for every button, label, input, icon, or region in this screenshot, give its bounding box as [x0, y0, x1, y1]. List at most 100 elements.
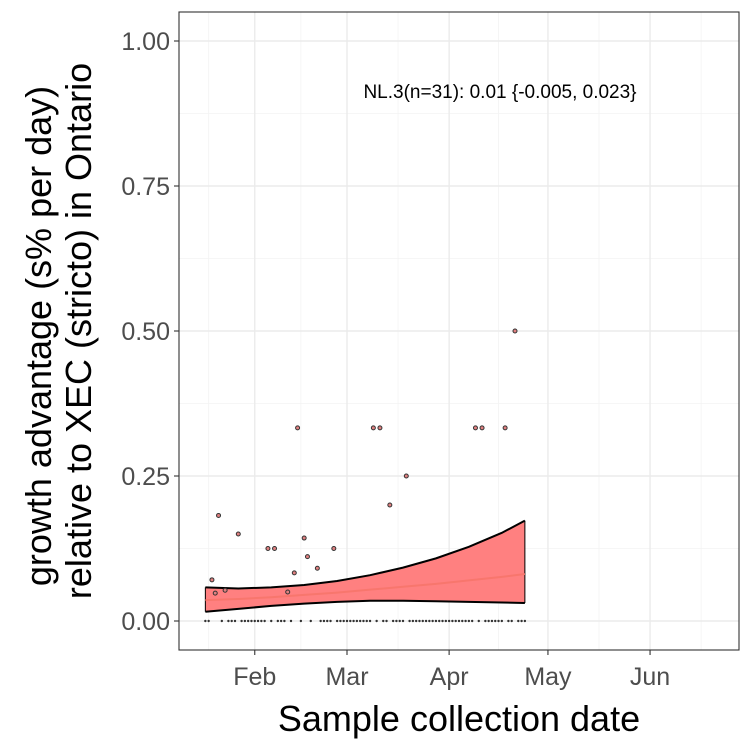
zero-data-point — [358, 619, 362, 623]
zero-data-point — [477, 619, 480, 623]
zero-data-point — [240, 619, 243, 623]
zero-data-point — [447, 619, 451, 623]
zero-data-point — [444, 619, 448, 623]
zero-data-point — [342, 619, 345, 623]
zero-data-point — [329, 619, 332, 623]
zero-data-point — [230, 619, 233, 623]
zero-data-point — [220, 619, 224, 623]
data-point — [472, 425, 478, 431]
data-point — [387, 502, 393, 508]
y-tick-label: 0.50 — [121, 318, 170, 346]
data-point — [370, 425, 376, 431]
zero-data-point — [352, 619, 355, 623]
zero-data-point — [362, 619, 365, 623]
x-axis-title: Sample collection date — [278, 698, 640, 739]
data-point — [216, 512, 222, 518]
y-tick-label: 0.75 — [121, 173, 170, 201]
zero-data-point — [243, 619, 247, 623]
zero-data-point — [517, 619, 520, 623]
zero-data-point — [283, 619, 286, 623]
zero-data-point — [204, 619, 207, 623]
confidence-ribbon — [205, 520, 525, 612]
zero-data-point — [227, 619, 230, 623]
zero-data-point — [421, 619, 424, 623]
y-axis-title: growth advantage (s% per day) relative t… — [18, 63, 99, 599]
data-point — [304, 554, 310, 560]
data-point — [479, 425, 485, 431]
data-point — [314, 565, 320, 571]
y-tick-label: 0.25 — [121, 463, 170, 491]
zero-data-point — [349, 619, 352, 623]
zero-data-point — [250, 619, 253, 623]
zero-data-point — [375, 619, 378, 623]
zero-data-point — [382, 619, 385, 623]
x-tick-label: May — [524, 663, 572, 691]
zero-data-point — [263, 619, 266, 623]
zero-data-point — [414, 619, 418, 623]
zero-data-point — [391, 619, 395, 623]
zero-data-point — [461, 619, 464, 623]
zero-data-point — [523, 619, 527, 623]
y-axis-title-line-2: relative to XEC (stricto) in Ontario — [58, 63, 99, 599]
zero-data-point — [487, 619, 490, 623]
zero-data-point — [490, 619, 494, 623]
zero-data-point — [467, 619, 471, 623]
zero-data-point — [431, 619, 434, 623]
zero-data-point — [322, 619, 326, 623]
annotation-text: NL.3(n=31): 0.01 {-0.005, 0.023} — [363, 82, 636, 103]
zero-data-point — [398, 619, 401, 623]
data-point — [377, 425, 383, 431]
x-tick-label: Feb — [233, 663, 276, 691]
data-point — [301, 535, 307, 541]
grid-major — [179, 12, 739, 650]
zero-data-point — [441, 619, 444, 623]
zero-data-point — [260, 619, 263, 623]
zero-data-point — [326, 619, 329, 623]
zero-data-point — [494, 619, 497, 623]
zero-data-point — [428, 619, 431, 623]
ribbon-lower-bound — [205, 599, 525, 613]
x-axis-ticks: Feb Mar Apr May Jun — [233, 650, 670, 691]
x-tick-label: Jun — [630, 663, 670, 691]
fit-line-layer — [205, 573, 526, 602]
data-point — [502, 425, 508, 431]
data-point — [209, 577, 215, 583]
data-point — [403, 473, 409, 479]
data-point — [295, 425, 301, 431]
data-point — [291, 570, 297, 576]
data-point — [222, 587, 228, 593]
zero-data-point — [497, 619, 500, 623]
data-point — [512, 328, 518, 334]
zero-data-point — [335, 619, 339, 623]
zero-data-point — [510, 619, 513, 623]
zero-data-point — [454, 619, 457, 623]
zero-data-point — [424, 619, 428, 623]
zero-data-point — [246, 619, 250, 623]
zero-data-point — [299, 619, 303, 623]
zero-data-point — [418, 619, 421, 623]
data-point — [212, 590, 218, 596]
zero-data-point — [457, 619, 461, 623]
data-point — [235, 531, 241, 537]
zero-data-point — [484, 619, 487, 623]
zero-data-point — [345, 619, 349, 623]
zero-data-point — [434, 619, 438, 623]
y-axis-title-line-1: growth advantage (s% per day) — [18, 86, 59, 586]
zero-data-point — [233, 619, 237, 623]
y-axis-ticks: 0.00 0.25 0.50 0.75 1.00 — [121, 28, 179, 636]
data-point — [285, 589, 291, 595]
zero-data-point — [368, 619, 372, 623]
zero-data-point — [464, 619, 467, 623]
zero-data-point — [401, 619, 405, 623]
zero-data-point — [355, 619, 359, 623]
zero-data-point — [385, 619, 388, 623]
data-point — [272, 546, 278, 551]
zero-data-point — [507, 619, 510, 623]
zero-data-point — [339, 619, 342, 623]
confidence-ribbon-layer — [204, 519, 526, 613]
zero-data-point — [279, 619, 283, 623]
zero-data-point — [470, 619, 474, 623]
zero-data-point — [270, 619, 273, 623]
